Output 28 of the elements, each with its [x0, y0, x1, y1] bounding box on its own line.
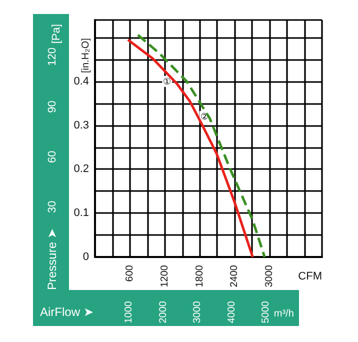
y2-tick-label: 120 [46, 48, 58, 66]
y2-tick-label: 90 [46, 100, 58, 113]
text: AirFlow ➤ [40, 305, 94, 319]
text: Pressure ➤ [45, 228, 59, 290]
x2-tick-label: 5000 [260, 300, 272, 324]
y-tick-label: 0 [82, 251, 89, 263]
line-series [126, 38, 254, 258]
x-tick-label: 3000 [264, 264, 276, 288]
line-series [136, 34, 266, 258]
y-tick-label: 0.2 [74, 163, 89, 176]
y-axis-title: [in.H₂O] [80, 38, 92, 74]
x-tick-label: 2400 [229, 264, 240, 288]
x-tick-label: 600 [124, 264, 136, 282]
y2-axis-title: [Pa] [50, 24, 62, 44]
x2-tick-label: 1000 [124, 300, 135, 324]
y2-tick-label: 60 [46, 150, 58, 163]
y-tick-label: 0.1 [74, 207, 89, 220]
y-tick-label: 0.4 [74, 75, 89, 88]
x-tick-label: 1800 [194, 264, 206, 288]
x2-tick-label: 2000 [158, 300, 169, 324]
x-tick-label: 1200 [159, 264, 170, 288]
x2-tick-label: 3000 [192, 300, 204, 324]
x2-tick-label: 4000 [226, 300, 238, 324]
y2-tick-label: 30 [46, 200, 58, 214]
x-axis-title: CFM [298, 270, 322, 282]
annotation: ① [163, 76, 172, 86]
y-tick-label: 0.3 [74, 119, 89, 132]
x2-axis-title: m³/h [274, 308, 294, 320]
